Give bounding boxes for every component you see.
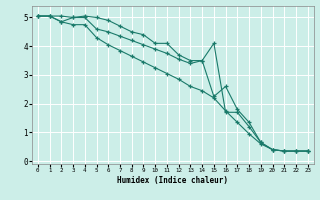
X-axis label: Humidex (Indice chaleur): Humidex (Indice chaleur) bbox=[117, 176, 228, 185]
